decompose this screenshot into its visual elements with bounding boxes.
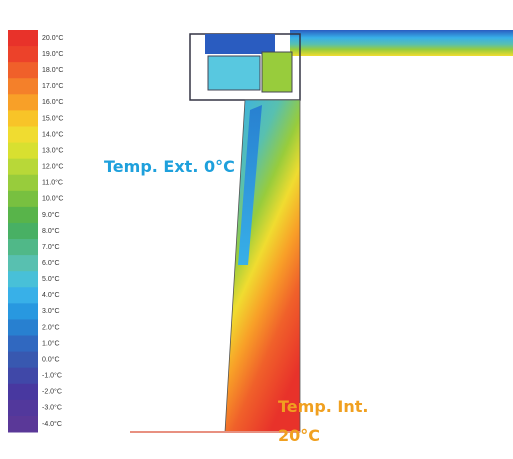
legend-label: 14.0°C — [42, 130, 63, 138]
legend-swatch — [8, 336, 38, 353]
legend-label: 0.0°C — [42, 355, 60, 363]
legend-swatch — [8, 319, 38, 336]
legend-label: 10.0°C — [42, 195, 63, 203]
legend-swatch — [8, 271, 38, 288]
legend-swatch — [8, 303, 38, 320]
legend-swatch — [8, 384, 38, 401]
legend-swatch — [8, 175, 38, 192]
legend-label: 19.0°C — [42, 50, 63, 58]
interior-label: Temp. Int. — [278, 397, 368, 416]
legend-label: 8.0°C — [42, 227, 60, 235]
legend-swatch — [8, 110, 38, 127]
exterior-label: Temp. Ext. 0°C — [104, 157, 235, 176]
legend-swatch — [8, 239, 38, 256]
legend-swatch — [8, 223, 38, 240]
legend-swatch — [8, 159, 38, 176]
legend-label: 16.0°C — [42, 98, 63, 106]
legend-label: 5.0°C — [42, 275, 60, 283]
legend-label: 17.0°C — [42, 82, 63, 90]
legend-swatch — [8, 207, 38, 224]
legend-label: 18.0°C — [42, 66, 63, 74]
legend-swatch — [8, 143, 38, 160]
legend-label: 3.0°C — [42, 307, 60, 315]
legend-swatch — [8, 46, 38, 63]
legend-label: 9.0°C — [42, 211, 60, 219]
legend-label: -2.0°C — [42, 388, 62, 396]
legend-swatch — [8, 255, 38, 272]
legend-swatch — [8, 416, 38, 433]
legend-label: 20.0°C — [42, 34, 63, 42]
legend-label: 4.0°C — [42, 291, 60, 299]
interior-label: 20°C — [278, 426, 320, 445]
legend-label: 12.0°C — [42, 163, 63, 171]
roof-slab — [290, 30, 513, 56]
legend-swatch — [8, 78, 38, 95]
legend-swatch — [8, 30, 38, 47]
legend-label: -4.0°C — [42, 420, 62, 428]
thermal-diagram: 20.0°C 19.0°C 18.0°C 17.0°C 16.0°C 15.0°C 14.0… — [0, 0, 513, 459]
legend-swatch — [8, 352, 38, 369]
legend-swatch — [8, 368, 38, 385]
legend-swatch — [8, 62, 38, 79]
legend-label: 2.0°C — [42, 323, 60, 331]
legend-label: 1.0°C — [42, 339, 60, 347]
legend-label: 11.0°C — [42, 179, 63, 187]
legend-label: 15.0°C — [42, 114, 63, 122]
legend-label: -1.0°C — [42, 372, 62, 380]
legend-swatch — [8, 287, 38, 304]
glazing — [208, 56, 260, 90]
frame-top — [205, 34, 275, 54]
legend-label: -3.0°C — [42, 404, 62, 412]
legend: 20.0°C 19.0°C 18.0°C 17.0°C 16.0°C 15.0°C 14.0… — [8, 30, 63, 433]
legend-label: 7.0°C — [42, 243, 60, 251]
legend-swatch — [8, 94, 38, 111]
frame-profile — [262, 52, 292, 92]
legend-swatch — [8, 126, 38, 143]
legend-label: 13.0°C — [42, 146, 63, 154]
wall-section — [225, 100, 300, 432]
legend-swatch — [8, 400, 38, 417]
legend-swatch — [8, 191, 38, 208]
legend-label: 6.0°C — [42, 259, 60, 267]
